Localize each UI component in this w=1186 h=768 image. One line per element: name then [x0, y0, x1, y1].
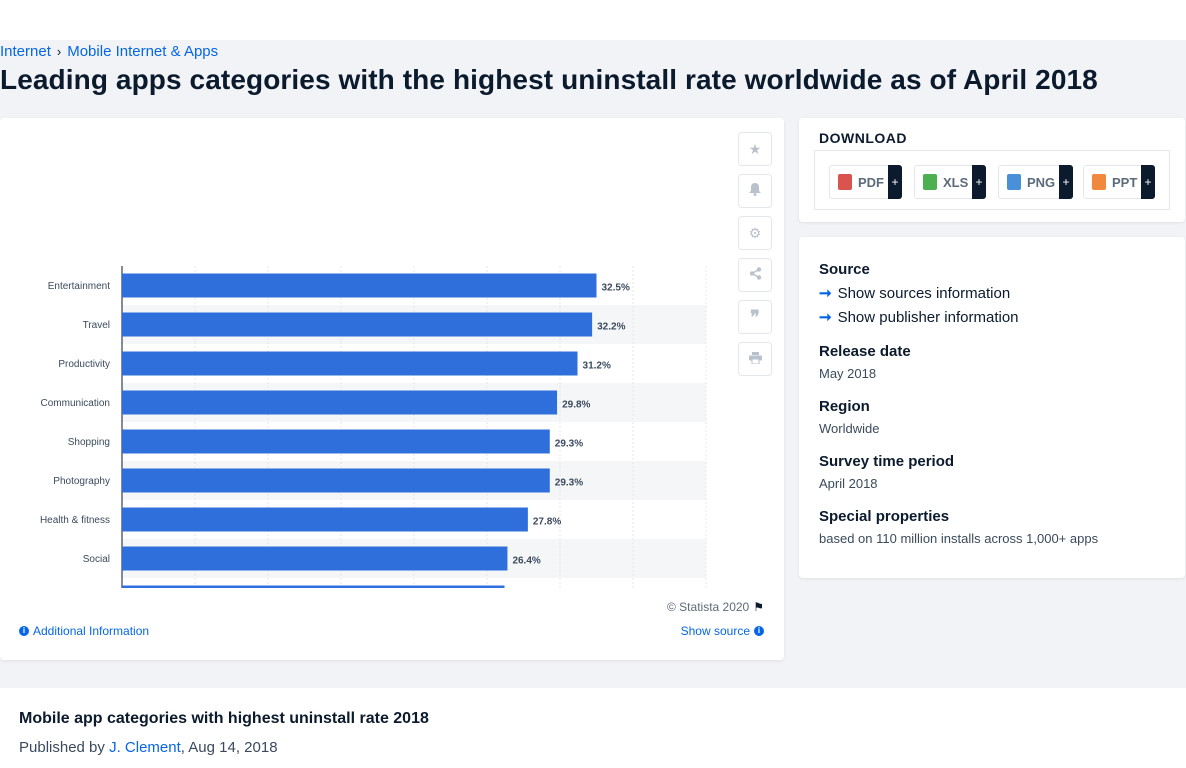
pdf-file-icon — [838, 174, 852, 190]
png-file-icon — [1007, 174, 1021, 190]
download-pdf-label: PDF — [858, 174, 884, 190]
category-label: Entertainment — [48, 281, 110, 292]
source-heading: Source — [819, 261, 870, 278]
arrow-right-icon: ➞ — [819, 309, 832, 326]
bar — [122, 468, 550, 493]
bar — [122, 546, 508, 571]
cite-button[interactable]: ❞ — [738, 300, 772, 334]
share-button[interactable] — [738, 258, 772, 292]
category-label: Health & fitness — [40, 515, 110, 526]
show-source-link[interactable]: Show source i — [681, 624, 764, 638]
bar-chart: 0%5%10%15%20%25%30%35%40%Entertainment32… — [40, 266, 707, 588]
breadcrumb: Internet › Mobile Internet & Apps — [0, 43, 218, 60]
download-panel: DOWNLOAD PDF + XLS + PNG + PPT + — [799, 118, 1185, 222]
bar — [122, 273, 597, 298]
copyright-text: © Statista 2020 — [667, 600, 750, 614]
special-properties-value: based on 110 million installs across 1,0… — [819, 531, 1099, 546]
value-label: 31.2% — [583, 361, 611, 372]
show-source-label: Show source — [680, 624, 750, 638]
release-date-value: May 2018 — [819, 366, 877, 381]
value-label: 29.8% — [562, 400, 590, 411]
show-publisher-label: Show publisher information — [837, 308, 1019, 326]
print-button[interactable] — [738, 342, 772, 376]
additional-information-link[interactable]: i Additional Information — [19, 624, 149, 638]
settings-button[interactable]: ⚙ — [738, 216, 772, 250]
category-label: Travel — [83, 320, 110, 331]
statistic-details-panel: Source ➞ Show sources information ➞ Show… — [799, 237, 1185, 578]
top-bar — [0, 0, 1186, 40]
bottom-section: Mobile app categories with highest unins… — [0, 688, 1186, 768]
flag-icon[interactable]: ⚑ — [753, 600, 764, 614]
show-sources-link[interactable]: ➞ Show sources information — [819, 284, 1011, 303]
notify-button[interactable] — [738, 174, 772, 208]
plus-icon: + — [1059, 165, 1073, 199]
download-ppt-button[interactable]: PPT + — [1083, 165, 1155, 199]
value-label: 29.3% — [555, 478, 583, 489]
breadcrumb-mobile-internet-apps[interactable]: Mobile Internet & Apps — [67, 43, 219, 60]
value-label: 27.8% — [533, 517, 561, 528]
bar — [122, 351, 578, 376]
category-label: Photography — [53, 476, 110, 487]
star-icon: ★ — [748, 140, 762, 157]
chart-tools: ★ ⚙ ❞ — [738, 132, 772, 384]
download-png-button[interactable]: PNG + — [998, 165, 1073, 199]
page-title: Leading apps categories with the highest… — [0, 64, 1098, 95]
category-label: Social — [83, 554, 110, 565]
info-icon: i — [754, 626, 764, 636]
bar — [122, 507, 528, 532]
value-label: 32.2% — [597, 322, 625, 333]
download-pdf-button[interactable]: PDF + — [829, 165, 902, 199]
bell-icon — [749, 183, 761, 199]
plus-icon: + — [888, 165, 902, 199]
chart-panel: 0%5%10%15%20%25%30%35%40%Entertainment32… — [0, 118, 784, 660]
copyright: © Statista 2020 ⚑ — [667, 600, 764, 614]
region-heading: Region — [819, 398, 870, 415]
region-value: Worldwide — [819, 421, 880, 436]
plus-icon: + — [972, 165, 986, 199]
download-title: DOWNLOAD — [819, 130, 907, 146]
download-xls-button[interactable]: XLS + — [914, 165, 986, 199]
plus-icon: + — [1141, 165, 1155, 199]
arrow-right-icon: ➞ — [819, 285, 832, 302]
download-xls-label: XLS — [943, 174, 969, 190]
author-link[interactable]: J. Clement — [109, 739, 181, 756]
ppt-file-icon — [1092, 174, 1106, 190]
favorite-button[interactable]: ★ — [738, 132, 772, 166]
download-options: PDF + XLS + PNG + PPT + — [814, 150, 1170, 210]
breadcrumb-separator: › — [56, 44, 62, 59]
info-icon: i — [19, 626, 29, 636]
survey-period-value: April 2018 — [819, 476, 878, 491]
special-properties-heading: Special properties — [819, 508, 950, 525]
category-label: Communication — [41, 398, 110, 409]
statistic-title: Mobile app categories with highest unins… — [19, 710, 429, 727]
bar — [122, 390, 558, 415]
additional-information-label: Additional Information — [33, 624, 150, 638]
value-label: 26.4% — [512, 556, 540, 567]
print-icon — [748, 351, 762, 367]
survey-period-heading: Survey time period — [819, 453, 955, 470]
bar — [122, 585, 505, 588]
quote-icon: ❞ — [750, 306, 760, 327]
download-ppt-label: PPT — [1112, 174, 1138, 190]
bar — [122, 429, 550, 454]
category-label: Shopping — [68, 437, 110, 448]
published-by-label: Published by — [19, 739, 105, 756]
share-icon — [749, 267, 762, 283]
published-by: Published by J. Clement, Aug 14, 2018 — [19, 739, 278, 756]
publish-date: , Aug 14, 2018 — [180, 739, 278, 756]
show-sources-label: Show sources information — [837, 284, 1011, 302]
category-label: Productivity — [58, 359, 110, 370]
download-png-label: PNG — [1027, 174, 1056, 190]
value-label: 32.5% — [602, 283, 630, 294]
value-label: 29.3% — [555, 439, 583, 450]
xls-file-icon — [923, 174, 937, 190]
release-date-heading: Release date — [819, 343, 911, 360]
bar — [122, 312, 593, 337]
gear-icon: ⚙ — [748, 224, 762, 241]
show-publisher-link[interactable]: ➞ Show publisher information — [819, 308, 1019, 327]
breadcrumb-internet[interactable]: Internet — [0, 43, 51, 60]
